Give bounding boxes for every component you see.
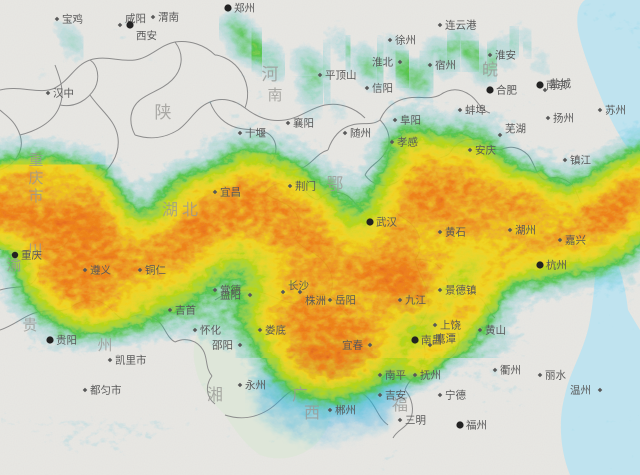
svg-text:苏州: 苏州 xyxy=(605,104,626,117)
svg-text:郑州: 郑州 xyxy=(234,2,255,15)
svg-text:北: 北 xyxy=(182,201,198,219)
svg-text:蚌埠: 蚌埠 xyxy=(465,104,486,117)
svg-text:孝感: 孝感 xyxy=(397,136,418,149)
svg-text:岳阳: 岳阳 xyxy=(335,295,356,307)
svg-text:铜仁: 铜仁 xyxy=(145,265,166,277)
svg-text:宿州: 宿州 xyxy=(435,59,456,72)
svg-text:渭南: 渭南 xyxy=(158,11,179,24)
svg-text:贵阳: 贵阳 xyxy=(56,334,77,347)
svg-text:荆门: 荆门 xyxy=(295,180,316,193)
svg-text:武汉: 武汉 xyxy=(376,216,397,229)
svg-text:温州: 温州 xyxy=(570,385,591,397)
svg-text:贵: 贵 xyxy=(22,317,37,334)
svg-text:河: 河 xyxy=(262,65,279,84)
svg-text:广: 广 xyxy=(292,386,308,404)
svg-text:襄阳: 襄阳 xyxy=(293,117,314,130)
svg-text:重庆: 重庆 xyxy=(21,249,42,262)
svg-text:扬州: 扬州 xyxy=(553,112,574,125)
svg-text:连云港: 连云港 xyxy=(445,19,477,32)
svg-text:宁德: 宁德 xyxy=(445,389,466,402)
svg-text:西安: 西安 xyxy=(136,29,157,42)
svg-text:湖州: 湖州 xyxy=(515,225,536,237)
svg-text:重: 重 xyxy=(28,152,43,169)
svg-text:盐城: 盐城 xyxy=(550,77,571,90)
svg-text:芜湖: 芜湖 xyxy=(505,122,526,135)
svg-text:衢州: 衢州 xyxy=(500,365,521,377)
svg-text:镇江: 镇江 xyxy=(570,154,591,167)
svg-text:九江: 九江 xyxy=(405,295,426,307)
svg-text:邵阳: 邵阳 xyxy=(212,340,233,352)
svg-text:皖: 皖 xyxy=(482,61,498,79)
svg-text:安庆: 安庆 xyxy=(475,144,496,157)
svg-text:南: 南 xyxy=(267,87,282,104)
svg-text:汉中: 汉中 xyxy=(53,87,74,100)
svg-text:淮北: 淮北 xyxy=(372,57,393,69)
svg-text:景德镇: 景德镇 xyxy=(445,284,477,297)
svg-text:南平: 南平 xyxy=(385,369,406,382)
svg-text:郴州: 郴州 xyxy=(335,404,356,417)
svg-text:湖: 湖 xyxy=(162,201,178,219)
svg-text:鄂: 鄂 xyxy=(327,175,344,194)
svg-text:长沙: 长沙 xyxy=(288,280,309,292)
svg-text:丽水: 丽水 xyxy=(545,370,566,382)
svg-text:鹰潭: 鹰潭 xyxy=(435,332,456,345)
svg-text:福州: 福州 xyxy=(466,419,487,432)
svg-text:株洲: 株洲 xyxy=(305,294,326,307)
svg-text:吉首: 吉首 xyxy=(175,304,196,317)
svg-text:市: 市 xyxy=(28,188,43,205)
svg-text:庆: 庆 xyxy=(28,170,43,187)
svg-text:渝: 渝 xyxy=(6,257,21,274)
svg-text:都匀市: 都匀市 xyxy=(90,384,122,397)
svg-text:阜阳: 阜阳 xyxy=(400,114,421,127)
svg-text:西: 西 xyxy=(304,405,320,422)
svg-text:三明: 三明 xyxy=(405,415,426,427)
svg-text:杭州: 杭州 xyxy=(546,259,567,272)
svg-text:十堰: 十堰 xyxy=(245,127,266,140)
svg-text:信阳: 信阳 xyxy=(372,83,393,95)
svg-text:宜春: 宜春 xyxy=(342,339,363,352)
svg-text:遵义: 遵义 xyxy=(90,264,111,277)
svg-text:黄山: 黄山 xyxy=(485,324,506,337)
svg-text:凯里市: 凯里市 xyxy=(115,354,147,367)
svg-text:抚州: 抚州 xyxy=(420,370,441,382)
svg-text:宜昌: 宜昌 xyxy=(220,186,241,199)
svg-text:州: 州 xyxy=(97,337,112,354)
svg-text:怀化: 怀化 xyxy=(200,324,221,337)
svg-text:平顶山: 平顶山 xyxy=(325,70,357,82)
svg-text:湘: 湘 xyxy=(207,386,223,404)
svg-text:嘉兴: 嘉兴 xyxy=(565,234,586,247)
svg-text:娄底: 娄底 xyxy=(265,324,286,337)
svg-text:永州: 永州 xyxy=(245,379,266,392)
svg-text:随州: 随州 xyxy=(350,127,371,140)
svg-text:徐州: 徐州 xyxy=(395,34,416,47)
svg-text:上饶: 上饶 xyxy=(440,319,461,332)
svg-text:吉安: 吉安 xyxy=(385,389,406,402)
svg-text:黄石: 黄石 xyxy=(445,226,466,239)
svg-text:宝鸡: 宝鸡 xyxy=(62,13,83,26)
svg-text:陕: 陕 xyxy=(155,103,172,122)
svg-text:淮安: 淮安 xyxy=(495,49,516,62)
svg-text:益阳: 益阳 xyxy=(220,289,241,302)
svg-text:合肥: 合肥 xyxy=(496,84,517,97)
